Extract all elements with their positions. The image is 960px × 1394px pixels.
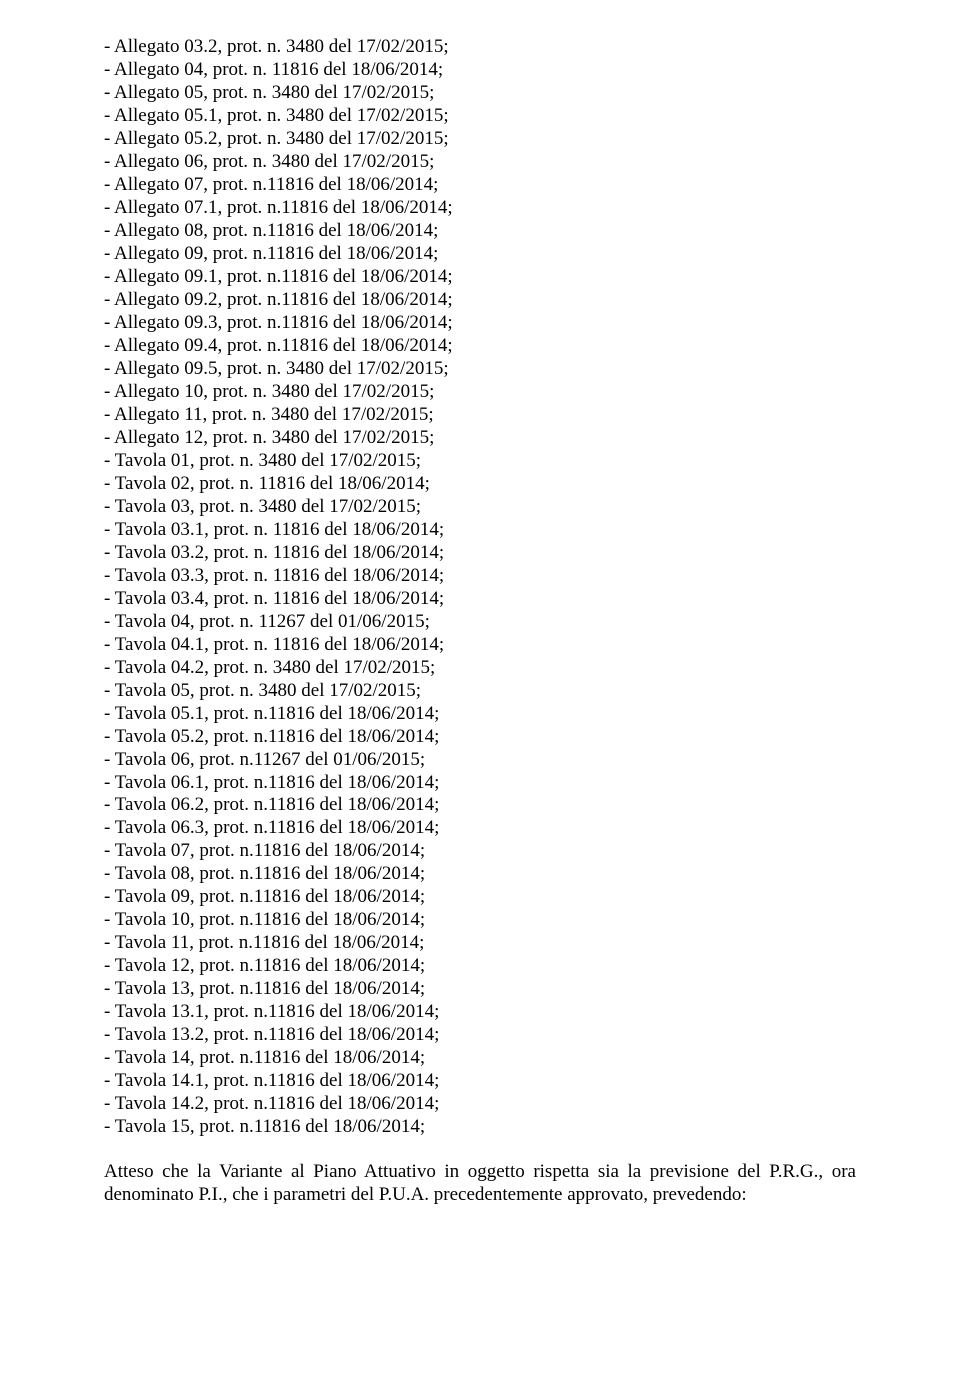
list-item: - Allegato 07, prot. n.11816 del 18/06/2… — [104, 174, 856, 197]
list-item: - Allegato 07.1, prot. n.11816 del 18/06… — [104, 197, 856, 220]
list-item: - Allegato 09.5, prot. n. 3480 del 17/02… — [104, 358, 856, 381]
document-page: - Allegato 03.2, prot. n. 3480 del 17/02… — [0, 0, 960, 1394]
list-item: - Tavola 05, prot. n. 3480 del 17/02/201… — [104, 680, 856, 703]
list-item: - Tavola 02, prot. n. 11816 del 18/06/20… — [104, 473, 856, 496]
list-item: - Tavola 03.4, prot. n. 11816 del 18/06/… — [104, 588, 856, 611]
list-item: - Allegato 10, prot. n. 3480 del 17/02/2… — [104, 381, 856, 404]
list-item: - Tavola 06.3, prot. n.11816 del 18/06/2… — [104, 817, 856, 840]
list-item: - Allegato 12, prot. n. 3480 del 17/02/2… — [104, 427, 856, 450]
list-item: - Allegato 09.2, prot. n.11816 del 18/06… — [104, 289, 856, 312]
list-item: - Tavola 04, prot. n. 11267 del 01/06/20… — [104, 611, 856, 634]
list-item: - Tavola 15, prot. n.11816 del 18/06/201… — [104, 1116, 856, 1139]
list-item: - Tavola 08, prot. n.11816 del 18/06/201… — [104, 863, 856, 886]
list-item: - Tavola 03, prot. n. 3480 del 17/02/201… — [104, 496, 856, 519]
list-item: - Allegato 09.3, prot. n.11816 del 18/06… — [104, 312, 856, 335]
list-item: - Allegato 09.4, prot. n.11816 del 18/06… — [104, 335, 856, 358]
list-item: - Tavola 14.1, prot. n.11816 del 18/06/2… — [104, 1070, 856, 1093]
list-item: - Tavola 01, prot. n. 3480 del 17/02/201… — [104, 450, 856, 473]
list-item: - Allegato 06, prot. n. 3480 del 17/02/2… — [104, 151, 856, 174]
list-item: - Allegato 09.1, prot. n.11816 del 18/06… — [104, 266, 856, 289]
closing-paragraph: Atteso che la Variante al Piano Attuativ… — [104, 1161, 856, 1207]
list-item: - Allegato 05.1, prot. n. 3480 del 17/02… — [104, 105, 856, 128]
list-item: - Allegato 05.2, prot. n. 3480 del 17/02… — [104, 128, 856, 151]
list-item: - Allegato 11, prot. n. 3480 del 17/02/2… — [104, 404, 856, 427]
list-item: - Tavola 03.1, prot. n. 11816 del 18/06/… — [104, 519, 856, 542]
list-item: - Tavola 13.2, prot. n.11816 del 18/06/2… — [104, 1024, 856, 1047]
list-item: - Tavola 11, prot. n.11816 del 18/06/201… — [104, 932, 856, 955]
list-item: - Tavola 05.1, prot. n.11816 del 18/06/2… — [104, 703, 856, 726]
list-item: - Tavola 04.1, prot. n. 11816 del 18/06/… — [104, 634, 856, 657]
list-item: - Tavola 06, prot. n.11267 del 01/06/201… — [104, 749, 856, 772]
list-item: - Tavola 13, prot. n.11816 del 18/06/201… — [104, 978, 856, 1001]
list-item: - Tavola 13.1, prot. n.11816 del 18/06/2… — [104, 1001, 856, 1024]
list-item: - Tavola 06.1, prot. n.11816 del 18/06/2… — [104, 772, 856, 795]
list-item: - Tavola 03.3, prot. n. 11816 del 18/06/… — [104, 565, 856, 588]
list-item: - Tavola 07, prot. n.11816 del 18/06/201… — [104, 840, 856, 863]
list-item: - Allegato 09, prot. n.11816 del 18/06/2… — [104, 243, 856, 266]
list-item: - Tavola 10, prot. n.11816 del 18/06/201… — [104, 909, 856, 932]
list-item: - Allegato 04, prot. n. 11816 del 18/06/… — [104, 59, 856, 82]
list-item: - Tavola 05.2, prot. n.11816 del 18/06/2… — [104, 726, 856, 749]
list-item: - Tavola 06.2, prot. n.11816 del 18/06/2… — [104, 794, 856, 817]
list-item: - Tavola 03.2, prot. n. 11816 del 18/06/… — [104, 542, 856, 565]
list-item: - Allegato 03.2, prot. n. 3480 del 17/02… — [104, 36, 856, 59]
list-item: - Tavola 14, prot. n.11816 del 18/06/201… — [104, 1047, 856, 1070]
list-item: - Allegato 08, prot. n.11816 del 18/06/2… — [104, 220, 856, 243]
attachment-list: - Allegato 03.2, prot. n. 3480 del 17/02… — [104, 36, 856, 1139]
list-item: - Tavola 09, prot. n.11816 del 18/06/201… — [104, 886, 856, 909]
list-item: - Tavola 04.2, prot. n. 3480 del 17/02/2… — [104, 657, 856, 680]
list-item: - Allegato 05, prot. n. 3480 del 17/02/2… — [104, 82, 856, 105]
list-item: - Tavola 12, prot. n.11816 del 18/06/201… — [104, 955, 856, 978]
list-item: - Tavola 14.2, prot. n.11816 del 18/06/2… — [104, 1093, 856, 1116]
